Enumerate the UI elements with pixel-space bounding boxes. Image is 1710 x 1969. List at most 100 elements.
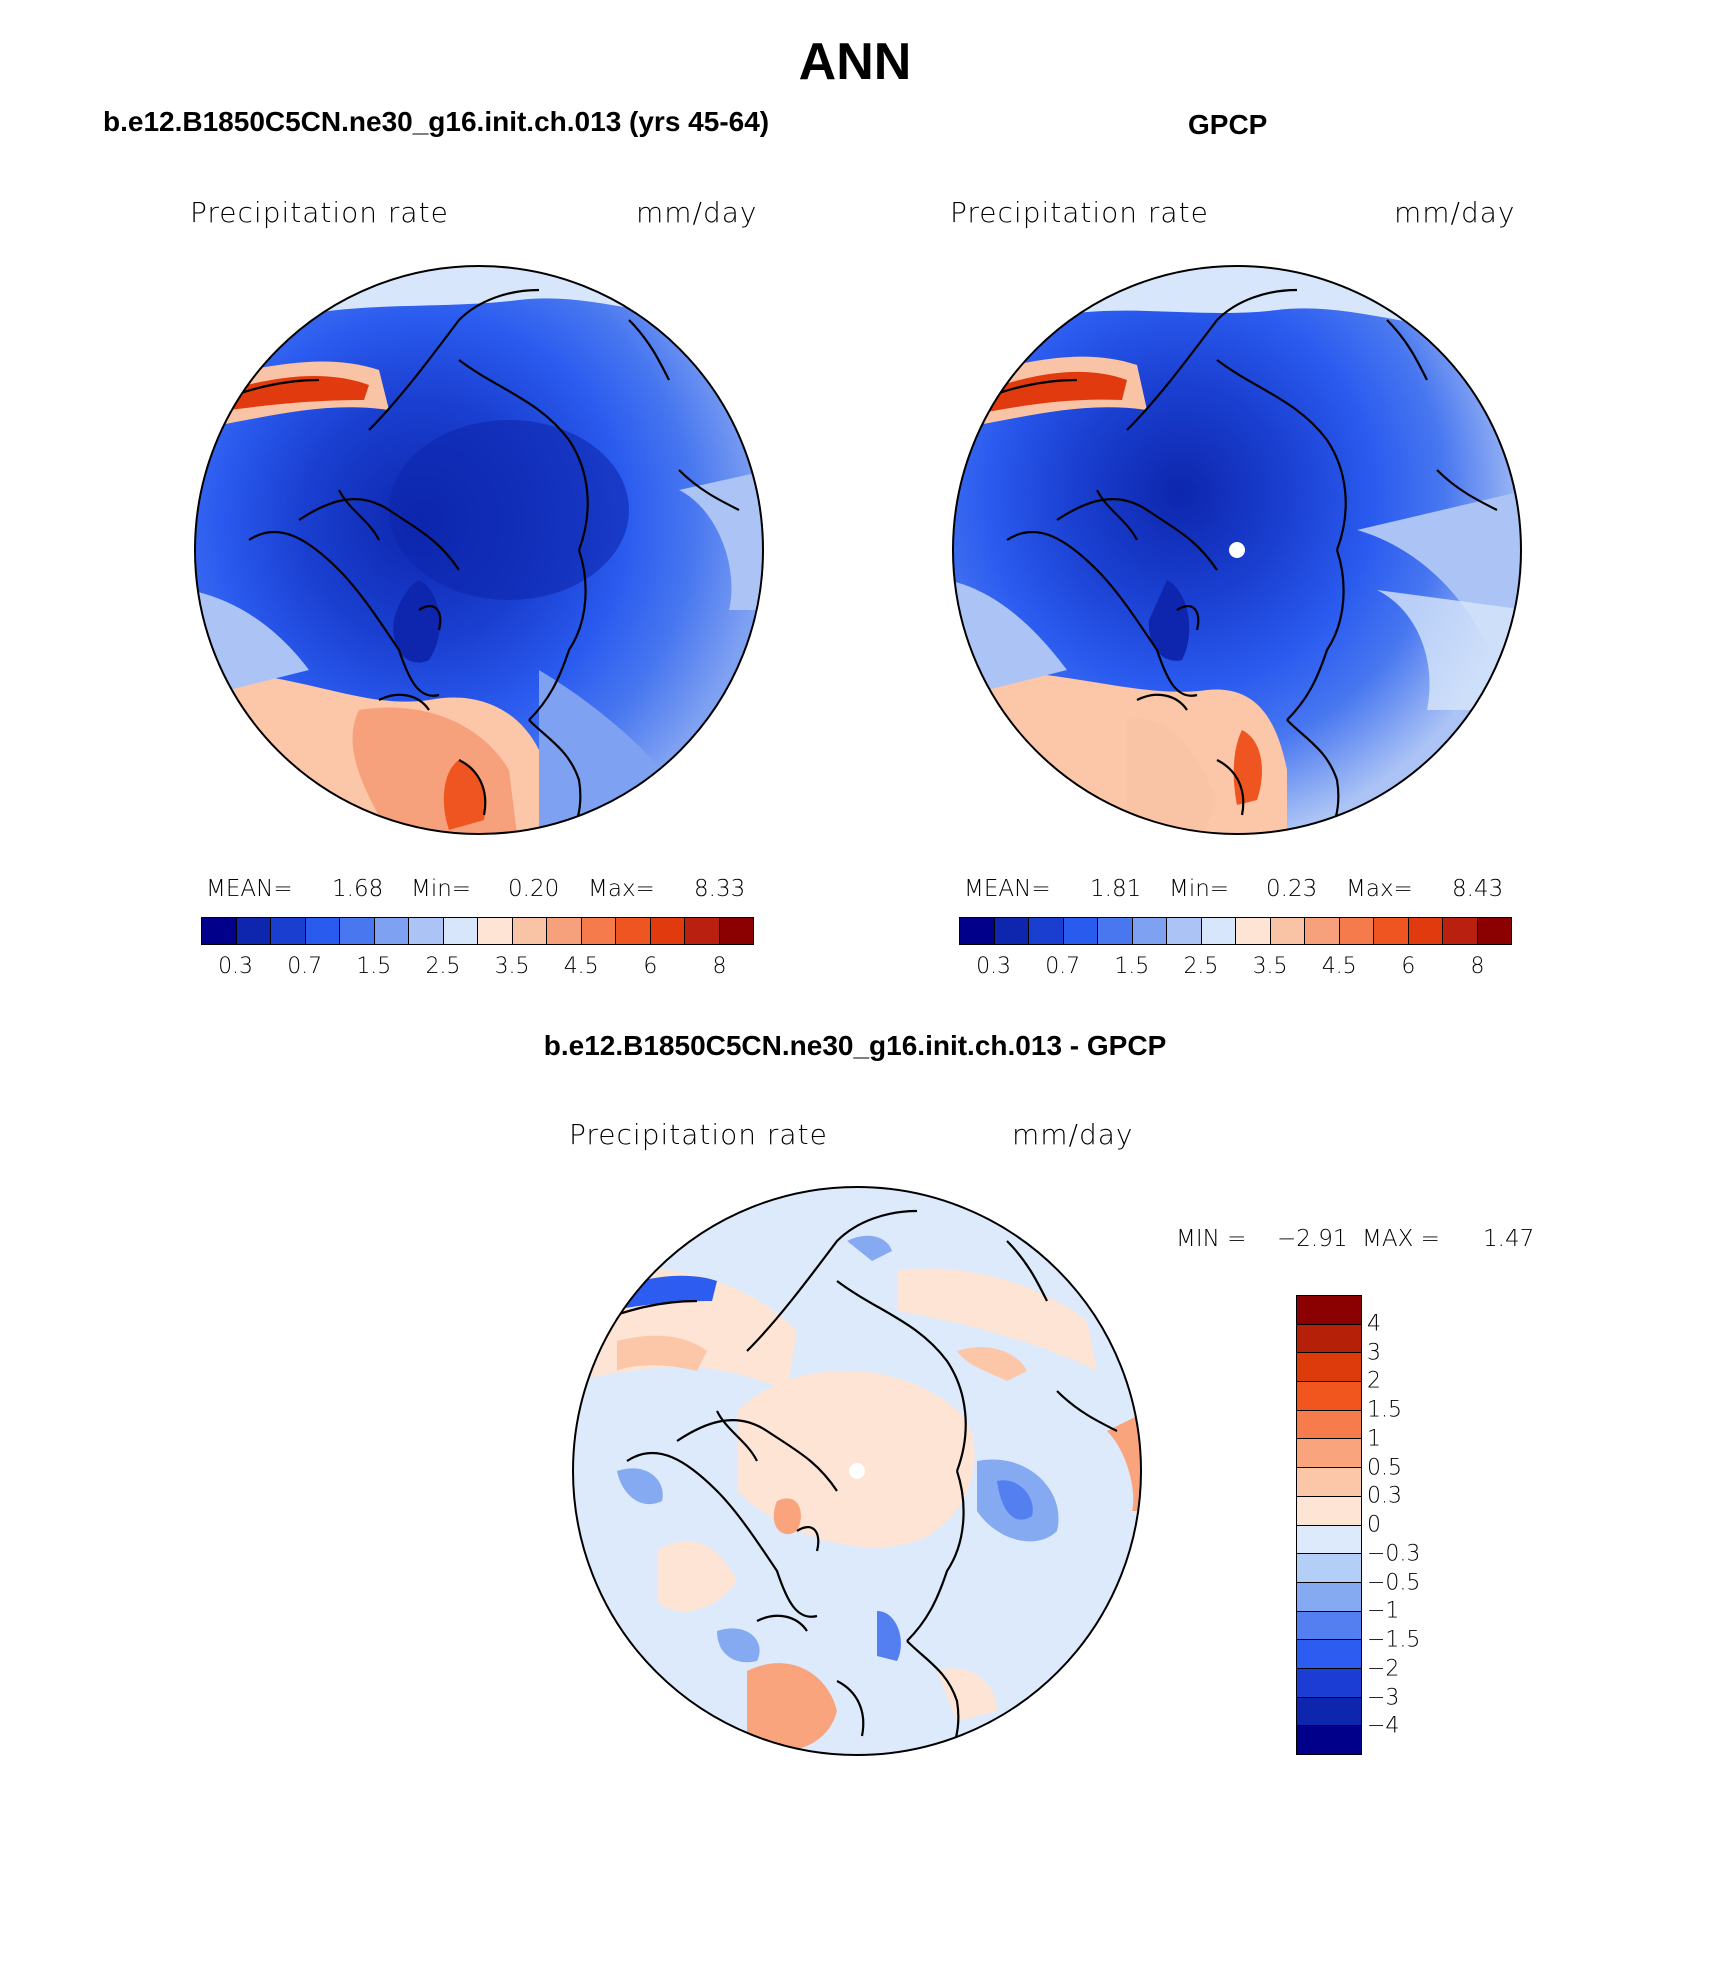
colorbar-tick-label: −1 [1367, 1598, 1400, 1624]
colorbar-swatch [1297, 1353, 1361, 1383]
colorbar-swatch [1297, 1611, 1361, 1641]
model-colorbar-ticks: 0.3 0.7 1.5 2.5 3.5 4.5 6 8 [201, 954, 754, 984]
model-coastlines [218, 288, 740, 834]
model-units-label: mm/day [636, 196, 758, 229]
model-panel-title: b.e12.B1850C5CN.ne30_g16.init.ch.013 (yr… [103, 106, 770, 137]
colorbar-swatch [1270, 918, 1305, 944]
diff-variable-label: Precipitation rate [569, 1118, 828, 1151]
colorbar-swatch [1029, 918, 1064, 944]
obs-panel-title: GPCP [1188, 109, 1268, 140]
colorbar-swatch [443, 918, 478, 944]
colorbar-swatch [1167, 918, 1202, 944]
obs-polar-map [952, 265, 1522, 835]
colorbar-tick-label: −3 [1367, 1685, 1400, 1710]
colorbar-swatch [1477, 918, 1511, 944]
colorbar-swatch [1297, 1439, 1361, 1469]
colorbar-tick-label: 6 [1401, 954, 1416, 979]
colorbar-tick-label: 4 [1367, 1311, 1381, 1337]
model-min-label: Min= [411, 876, 472, 902]
model-max-value: 8.33 [694, 876, 746, 902]
obs-variable-label: Precipitation rate [950, 196, 1209, 229]
colorbar-swatch [1443, 918, 1478, 944]
diff-polar-map [572, 1186, 1142, 1756]
colorbar-tick-label: 0.5 [1367, 1455, 1402, 1480]
colorbar-swatch [994, 918, 1029, 944]
colorbar-tick-label: 2.5 [1183, 954, 1219, 979]
obs-units-label: mm/day [1394, 196, 1516, 229]
colorbar-swatch [1297, 1324, 1361, 1354]
colorbar-swatch [1098, 918, 1133, 944]
colorbar-tick-label: −1.5 [1367, 1627, 1421, 1653]
diff-max-value: 1.47 [1483, 1226, 1535, 1252]
colorbar-tick-label: −0.3 [1367, 1541, 1421, 1567]
colorbar-swatch [512, 918, 547, 944]
colorbar-swatch [305, 918, 340, 944]
colorbar-swatch [719, 918, 753, 944]
obs-colorbar-ticks: 0.3 0.7 1.5 2.5 3.5 4.5 6 8 [959, 954, 1512, 984]
diff-pole-hole [849, 1463, 865, 1479]
colorbar-swatch [1236, 918, 1271, 944]
figure-title: ANN [798, 33, 912, 91]
colorbar-swatch [409, 918, 444, 944]
model-min-value: 0.20 [508, 876, 560, 902]
obs-min-label: Min= [1169, 876, 1230, 902]
diff-colorbar [1296, 1295, 1362, 1755]
colorbar-swatch [1297, 1296, 1361, 1325]
colorbar-tick-label: −0.5 [1367, 1570, 1421, 1595]
obs-min-value: 0.23 [1266, 876, 1318, 902]
diff-colorbar-ticks: 4 3 2 1.5 1 0.5 0.3 0 −0.3 −0.5 −1 −1.5 −2 −3 −4 [1367, 1295, 1447, 1755]
colorbar-tick-label: 1.5 [1367, 1397, 1402, 1423]
colorbar-tick-label: 4.5 [563, 954, 599, 979]
colorbar-swatch [1063, 918, 1098, 944]
obs-max-label: Max= [1346, 876, 1413, 902]
diff-min-label: MIN = [1176, 1226, 1247, 1252]
colorbar-tick-label: 4.5 [1321, 954, 1357, 979]
colorbar-tick-label: 8 [712, 954, 727, 979]
colorbar-swatch [547, 918, 582, 944]
colorbar-tick-label: 0 [1367, 1512, 1381, 1538]
colorbar-tick-label: 3.5 [494, 954, 530, 979]
colorbar-swatch [478, 918, 513, 944]
colorbar-swatch [1297, 1496, 1361, 1526]
colorbar-tick-label: 3 [1367, 1340, 1381, 1365]
colorbar-tick-label: 1.5 [1114, 954, 1150, 979]
diff-min-value: −2.91 [1277, 1226, 1348, 1252]
colorbar-swatch [1132, 918, 1167, 944]
colorbar-swatch [1305, 918, 1340, 944]
colorbar-tick-label: 2 [1367, 1368, 1381, 1394]
colorbar-swatch [1297, 1382, 1361, 1411]
colorbar-swatch [1297, 1554, 1361, 1583]
colorbar-swatch [616, 918, 651, 944]
colorbar-tick-label: −4 [1367, 1713, 1400, 1739]
colorbar-tick-label: 3.5 [1252, 954, 1288, 979]
colorbar-swatch [1297, 1726, 1361, 1754]
colorbar-tick-label: 0.7 [287, 954, 323, 979]
model-variable-label: Precipitation rate [190, 196, 449, 229]
model-max-label: Max= [588, 876, 655, 902]
colorbar-swatch [650, 918, 685, 944]
colorbar-swatch [1201, 918, 1236, 944]
colorbar-swatch [340, 918, 375, 944]
obs-pole-hole [1229, 542, 1245, 558]
colorbar-swatch [1297, 1468, 1361, 1497]
model-colorbar [201, 917, 754, 945]
colorbar-swatch [271, 918, 306, 944]
colorbar-tick-label: −2 [1367, 1656, 1400, 1682]
diff-panel-title: b.e12.B1850C5CN.ne30_g16.init.ch.013 - G… [543, 1030, 1167, 1061]
obs-mean-label: MEAN= [964, 876, 1051, 902]
colorbar-swatch [374, 918, 409, 944]
colorbar-swatch [1297, 1582, 1361, 1612]
colorbar-swatch [236, 918, 271, 944]
diff-coastlines [596, 1209, 1118, 1755]
diff-units-label: mm/day [1012, 1118, 1134, 1151]
colorbar-swatch [1374, 918, 1409, 944]
colorbar-tick-label: 0.3 [218, 954, 254, 979]
obs-colorbar [959, 917, 1512, 945]
colorbar-tick-label: 1.5 [356, 954, 392, 979]
colorbar-swatch [202, 918, 237, 944]
colorbar-swatch [1408, 918, 1443, 944]
colorbar-swatch [960, 918, 995, 944]
colorbar-tick-label: 1 [1367, 1426, 1381, 1452]
model-mean-value: 1.68 [332, 876, 384, 902]
colorbar-swatch [1297, 1410, 1361, 1440]
